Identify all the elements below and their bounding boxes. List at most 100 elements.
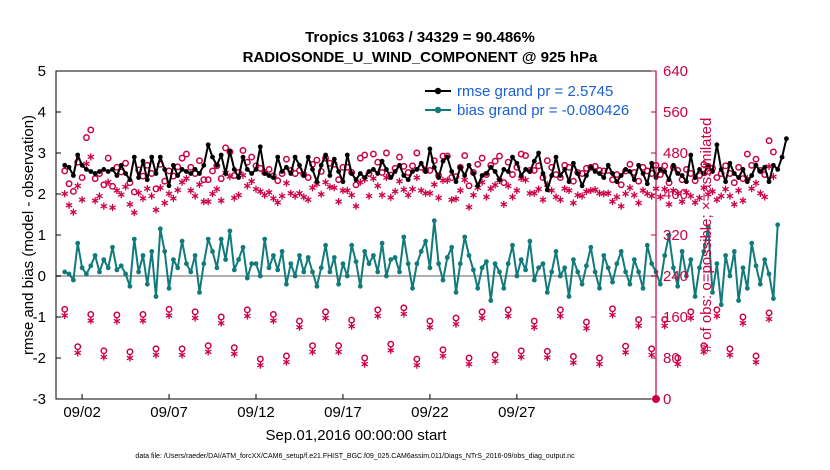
bias-point (314, 283, 320, 289)
rmse-point (136, 175, 142, 181)
obs-assimilated-marker (335, 197, 343, 206)
rmse-point (175, 173, 181, 178)
left-y-tick-label: 0 (38, 268, 46, 285)
obs-assimilated-marker (148, 192, 156, 200)
bias-point (549, 269, 555, 275)
bias-point (749, 240, 755, 246)
rmse-point (271, 175, 276, 181)
obs-assimilated-marker (369, 174, 377, 183)
obs-assimilated-marker (283, 179, 290, 187)
rmse-point (284, 164, 289, 170)
bias-point (166, 285, 172, 291)
obs-assimilated-marker (61, 311, 69, 320)
data-file-footer: data file: /Users/raeder/DAI/ATM_forcXX/… (135, 453, 575, 460)
obs-assimilated-marker (569, 199, 577, 207)
bias-point (597, 285, 602, 291)
right-y-tick-label: 80 (663, 350, 680, 367)
obs-assimilated-marker (487, 185, 495, 193)
rmse-point (88, 169, 94, 174)
obs-assimilated-marker (343, 186, 351, 195)
rmse-point (418, 160, 424, 166)
obs-assimilated-marker (391, 187, 399, 196)
bias-point (471, 267, 476, 273)
rmse-point (292, 154, 298, 160)
bias-point (92, 253, 98, 258)
rmse-point (518, 173, 524, 178)
obs-possible-marker (78, 174, 86, 182)
rmse-point (118, 162, 124, 168)
x-axis: 09/02 09/07 09/12 09/17 09/22 09/27 (63, 394, 536, 421)
bias-point (388, 257, 394, 262)
bias-point (762, 257, 768, 262)
obs-possible-marker (187, 163, 195, 171)
rmse-point (427, 146, 433, 152)
right-y-tick-label: 480 (663, 145, 688, 162)
rmse-point (97, 169, 102, 174)
obs-assimilated-marker (583, 187, 590, 196)
bias-point (579, 281, 585, 287)
obs-assimilated-marker (569, 359, 577, 367)
rmse-point (101, 167, 107, 172)
obs-possible-marker (396, 153, 403, 161)
bias-point (601, 253, 607, 258)
obs-assimilated-marker (248, 177, 256, 185)
bias-point (401, 234, 407, 240)
bias-point (371, 253, 376, 258)
bias-point (144, 281, 150, 287)
bias-point (644, 242, 650, 248)
rmse-point (649, 160, 655, 166)
obs-possible-marker (178, 154, 186, 162)
rmse-point (297, 162, 302, 168)
bias-point (75, 240, 81, 246)
rmse-point (723, 179, 728, 185)
bias-point (118, 263, 124, 269)
bias-point (97, 269, 102, 275)
obs-assimilated-marker (156, 184, 164, 192)
obs-assimilated-marker (674, 360, 682, 368)
obs-possible-marker (361, 151, 369, 159)
obs-assimilated-marker (726, 351, 734, 359)
rmse-point (440, 158, 446, 164)
rmse-point (671, 162, 676, 168)
bias-point (344, 273, 350, 279)
obs-assimilated-marker (413, 174, 421, 182)
bias-point (744, 285, 750, 291)
bias-point (236, 257, 242, 262)
rmse-point (223, 171, 229, 176)
rmse-point (701, 171, 707, 176)
rmse-point (562, 167, 568, 172)
bias-point (288, 261, 294, 267)
bias-point (531, 277, 537, 283)
bias-point (384, 273, 389, 279)
bias-point (514, 273, 520, 279)
rmse-point (344, 152, 350, 158)
obs-assimilated-marker (74, 349, 82, 357)
bias-point (627, 281, 633, 287)
rmse-point (279, 169, 285, 174)
bias-point (349, 242, 355, 248)
obs-assimilated-marker (230, 350, 238, 358)
bias-point (157, 226, 163, 232)
obs-possible-marker (752, 155, 760, 163)
obs-possible-marker (282, 155, 290, 163)
obs-assimilated-marker (509, 193, 516, 201)
obs-assimilated-marker (161, 199, 169, 207)
rmse-point (405, 177, 411, 183)
obs-assimilated-marker (748, 185, 756, 193)
rmse-point (553, 154, 559, 160)
bias-point (462, 234, 468, 240)
rmse-point (557, 173, 563, 178)
obs-assimilated-marker (400, 310, 408, 318)
rmse-point (397, 162, 402, 168)
rmse-point (262, 171, 268, 176)
rmse-point (323, 152, 328, 158)
rmse-point (531, 158, 537, 164)
obs-assimilated-marker (139, 194, 147, 202)
bias-point (753, 263, 759, 269)
obs-assimilated-marker (700, 348, 708, 356)
obs-assimilated-marker (409, 185, 416, 193)
x-tick-label: 09/12 (237, 404, 275, 421)
bias-point (436, 261, 441, 267)
obs-assimilated-marker (239, 171, 247, 179)
rmse-point (423, 169, 428, 174)
